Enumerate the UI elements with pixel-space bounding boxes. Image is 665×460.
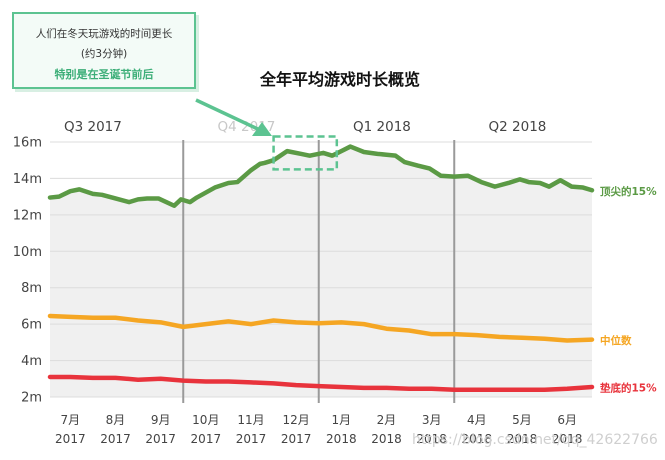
x-tick-year: 2018 (552, 432, 583, 446)
x-tick-year: 2018 (416, 432, 447, 446)
x-tick-month: 4月 (467, 413, 487, 427)
x-tick-month: 3月 (422, 413, 442, 427)
x-tick-month: 11月 (237, 413, 264, 427)
x-tick-year: 2017 (236, 432, 267, 446)
y-tick-label: 16m (13, 136, 42, 151)
callout-line-2: (约3分钟) (80, 48, 128, 60)
x-tick-year: 2018 (507, 432, 538, 446)
y-tick-label: 6m (21, 318, 42, 333)
x-tick-year: 2018 (326, 432, 357, 446)
x-tick-year: 2017 (55, 432, 86, 446)
series-label: 顶尖的15% (600, 185, 657, 198)
callout-highlight: 特别是在圣诞节前后 (54, 68, 154, 81)
callout-line-1: 人们在冬天玩游戏的时间更长 (35, 28, 173, 40)
quarter-label: Q3 2017 (64, 119, 122, 135)
x-tick-year: 2017 (191, 432, 222, 446)
chart-title: 全年平均游戏时长概览 (259, 70, 420, 89)
quarter-label: Q1 2018 (353, 119, 411, 135)
y-tick-label: 14m (13, 172, 42, 187)
x-tick-year: 2018 (371, 432, 402, 446)
x-tick-month: 10月 (192, 413, 219, 427)
series-line (47, 144, 595, 208)
x-tick-month: 7月 (61, 413, 81, 427)
series-label: 垫底的15% (600, 381, 657, 394)
watermark: https://blog.csdn.net/qq_42622766 (412, 432, 658, 448)
highlight-box (272, 135, 339, 171)
annotation-callout: 人们在冬天玩游戏的时间更长 (约3分钟) 特别是在圣诞节前后 (12, 12, 196, 89)
x-tick-year: 2018 (462, 432, 493, 446)
y-tick-label: 10m (13, 245, 42, 260)
x-tick-month: 12月 (283, 413, 310, 427)
series-line (47, 374, 595, 392)
callout-arrow-head (252, 122, 272, 136)
quarter-label: Q2 2018 (489, 119, 547, 135)
series-label: 中位数 (600, 334, 632, 347)
x-tick-month: 5月 (512, 413, 532, 427)
x-tick-month: 8月 (106, 413, 126, 427)
y-tick-label: 4m (21, 354, 42, 369)
x-tick-month: 2月 (377, 413, 397, 427)
y-tick-label: 8m (21, 281, 42, 296)
x-tick-year: 2017 (145, 432, 176, 446)
x-tick-year: 2017 (281, 432, 312, 446)
series-line (47, 313, 595, 343)
x-tick-month: 1月 (332, 413, 352, 427)
x-tick-year: 2017 (100, 432, 131, 446)
y-tick-label: 2m (21, 391, 42, 406)
y-tick-label: 12m (13, 208, 42, 223)
callout-arrow (195, 98, 263, 133)
x-tick-month: 9月 (151, 413, 171, 427)
x-tick-month: 6月 (557, 413, 577, 427)
